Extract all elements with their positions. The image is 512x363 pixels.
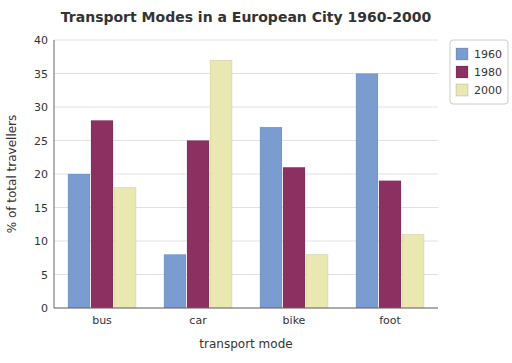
y-tick-label: 40 — [34, 34, 48, 47]
y-grid — [54, 40, 438, 308]
bar — [187, 141, 209, 309]
bar — [356, 74, 378, 309]
bars — [68, 60, 424, 308]
y-tick-label: 15 — [34, 202, 48, 215]
legend-swatch — [456, 66, 468, 78]
y-tick-label: 5 — [41, 269, 48, 282]
x-axis-label: transport mode — [199, 337, 292, 351]
bar — [114, 187, 136, 308]
legend-label: 2000 — [474, 84, 502, 97]
grid-line — [54, 107, 438, 108]
legend: 1960 1980 2000 — [450, 40, 508, 104]
bar — [379, 181, 401, 308]
x-tick-label: bus — [92, 314, 112, 327]
y-tick-label: 30 — [34, 101, 48, 114]
y-axis-label: % of total travellers — [5, 115, 19, 234]
y-tick-label: 20 — [34, 168, 48, 181]
bar — [164, 254, 186, 308]
legend-label: 1980 — [474, 66, 502, 79]
grid-line — [54, 73, 438, 74]
grid-line — [54, 308, 438, 309]
bar — [210, 60, 232, 308]
bar — [306, 254, 328, 308]
x-tick-label: foot — [379, 314, 401, 327]
bar — [402, 234, 424, 308]
x-tick-label: car — [189, 314, 207, 327]
chart-container: Transport Modes in a European City 1960-… — [0, 0, 512, 363]
y-tick-label: 0 — [41, 302, 48, 315]
legend-swatch — [456, 48, 468, 60]
x-axis — [54, 308, 438, 309]
grid-line — [54, 40, 438, 41]
y-axis — [54, 40, 55, 308]
title: Transport Modes in a European City 1960-… — [61, 9, 432, 25]
bar — [91, 120, 113, 308]
x-tick-label: bike — [283, 314, 306, 327]
y-tick-label: 35 — [34, 68, 48, 81]
bar — [68, 174, 90, 308]
bar — [260, 127, 282, 308]
legend-box — [450, 40, 508, 104]
legend-label: 1960 — [474, 48, 502, 61]
bar — [283, 167, 305, 308]
y-tick-label: 25 — [34, 135, 48, 148]
y-tick-label: 10 — [34, 235, 48, 248]
chart: Transport Modes in a European City 1960-… — [0, 0, 512, 363]
legend-swatch — [456, 84, 468, 96]
